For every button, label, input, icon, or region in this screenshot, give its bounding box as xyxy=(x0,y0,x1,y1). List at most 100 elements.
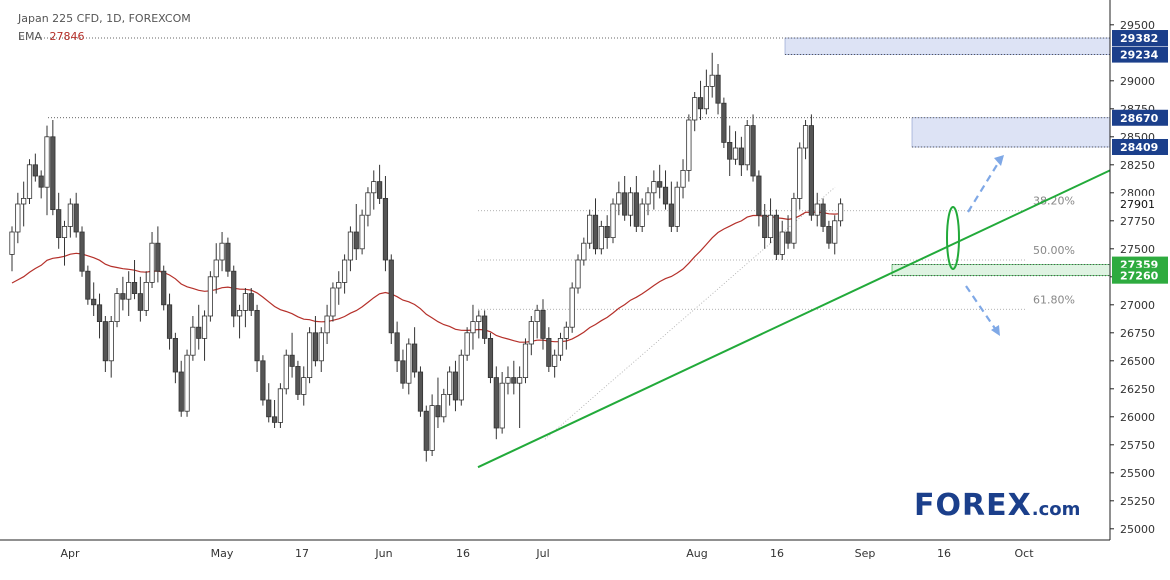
candle-down xyxy=(493,377,499,429)
candle-down xyxy=(56,209,62,239)
candle-down xyxy=(85,270,91,300)
candle-down xyxy=(487,337,494,378)
price-label: 29382 xyxy=(1120,32,1158,45)
price-tick-label: 25500 xyxy=(1120,467,1155,480)
candle-up xyxy=(832,220,838,244)
zone-resistance-28670-28409 xyxy=(911,117,1111,148)
price-label-bg xyxy=(1112,109,1168,126)
candle-up xyxy=(236,309,243,317)
candle-up xyxy=(627,192,634,216)
candle-up xyxy=(143,281,149,311)
candle-up xyxy=(587,214,593,244)
candle-up xyxy=(359,214,365,250)
candle-down xyxy=(546,337,552,367)
candle-up xyxy=(61,225,68,238)
candle-down xyxy=(657,181,663,188)
fib-label: 61.80% xyxy=(1033,293,1075,306)
candle-up xyxy=(190,326,196,356)
candle-down xyxy=(50,136,56,211)
candle-down xyxy=(166,304,173,339)
price-label-bg xyxy=(1112,46,1168,63)
price-tick-label: 27500 xyxy=(1120,243,1155,256)
candle-up xyxy=(213,259,219,278)
arrows-layer xyxy=(965,155,1004,336)
candle-down xyxy=(312,332,319,362)
candle-down xyxy=(394,332,400,362)
candle-up xyxy=(767,214,774,238)
candle-up xyxy=(616,192,622,205)
time-tick-label: 16 xyxy=(770,547,784,560)
candle-down xyxy=(377,181,383,199)
candle-up xyxy=(674,186,680,227)
candle-up xyxy=(26,164,33,199)
candle-up xyxy=(499,382,505,429)
candle-down xyxy=(38,175,44,188)
candle-down xyxy=(131,281,138,294)
candle-down xyxy=(715,74,721,104)
candle-down xyxy=(248,293,254,311)
candle-down xyxy=(161,270,167,306)
candle-down xyxy=(155,242,161,272)
candle-up xyxy=(744,125,750,166)
candle-up xyxy=(108,321,114,362)
time-tick-label: 16 xyxy=(456,547,470,560)
time-tick-label: Aug xyxy=(686,547,707,560)
candle-up xyxy=(67,203,73,227)
candle-up xyxy=(802,125,809,149)
candle-down xyxy=(592,214,599,250)
candle-down xyxy=(511,377,517,384)
candle-down xyxy=(785,231,791,244)
candle-down xyxy=(196,326,202,339)
zone-support-27359-27260 xyxy=(891,264,1111,276)
candle-up xyxy=(336,281,342,289)
ema-line xyxy=(11,211,841,343)
candle-down xyxy=(412,343,418,373)
candle-down xyxy=(417,371,424,412)
candle-down xyxy=(254,309,260,362)
time-tick-label: May xyxy=(211,547,234,560)
candle-up xyxy=(365,192,371,216)
candle-up xyxy=(114,293,120,323)
candle-up xyxy=(464,332,470,356)
candle-up xyxy=(318,332,324,362)
price-tick-label: 27000 xyxy=(1120,299,1155,312)
candle-up xyxy=(201,315,208,339)
candle-down xyxy=(668,203,674,227)
candle-up xyxy=(406,343,412,384)
candle-up xyxy=(347,231,354,261)
candle-up xyxy=(324,315,330,334)
candle-up xyxy=(692,97,698,121)
price-tick-label: 26000 xyxy=(1120,411,1155,424)
candle-up xyxy=(686,119,692,171)
candle-down xyxy=(231,270,237,317)
candle-up xyxy=(219,242,225,261)
candle-down xyxy=(353,231,359,250)
bearish-arrowhead xyxy=(991,325,1000,336)
trendline-layer xyxy=(477,169,1111,469)
candle-up xyxy=(330,287,336,317)
price-tick-label: 29500 xyxy=(1120,19,1155,32)
candle-up xyxy=(797,147,803,199)
candle-up xyxy=(15,203,21,233)
price-label-bg xyxy=(1112,138,1168,155)
logo-suffix: .com xyxy=(1031,499,1081,520)
candle-up xyxy=(837,203,844,222)
candle-up xyxy=(9,231,15,255)
candle-up xyxy=(534,309,540,322)
candle-down xyxy=(604,225,610,238)
candle-up xyxy=(301,377,307,395)
logo-brand: FOREX xyxy=(914,488,1032,523)
candle-down xyxy=(260,360,266,401)
candle-down xyxy=(266,399,272,418)
price-tick-label: 26750 xyxy=(1120,327,1155,340)
highlight-ellipse xyxy=(946,206,960,270)
candle-down xyxy=(388,259,394,334)
bearish-arrow xyxy=(965,285,997,331)
candle-down xyxy=(697,97,704,110)
candle-down xyxy=(826,225,832,244)
candle-down xyxy=(750,125,756,177)
bullish-arrowhead xyxy=(994,155,1004,166)
candle-up xyxy=(552,354,558,367)
